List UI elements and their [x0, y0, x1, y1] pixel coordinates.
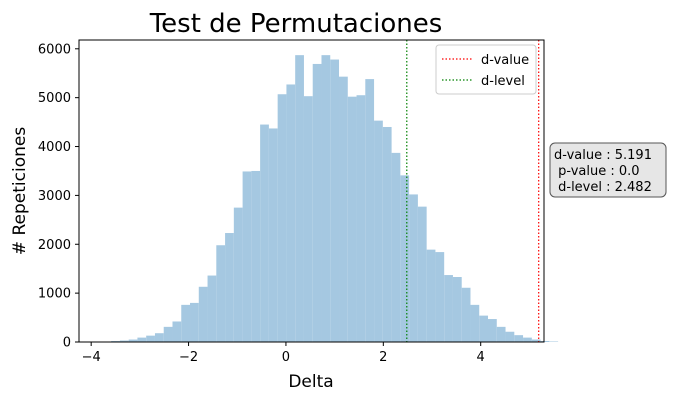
histogram-bar: [128, 339, 138, 342]
histogram-bar: [198, 286, 208, 342]
histogram-bar: [233, 207, 243, 342]
histogram-bar: [523, 337, 532, 342]
histogram-bar: [540, 341, 550, 342]
histogram-bar: [409, 194, 418, 342]
legend: d-value d-level: [435, 44, 537, 95]
y-tick-label: 0: [63, 336, 71, 351]
histogram-bar: [190, 302, 199, 342]
histogram-bar: [312, 63, 322, 343]
histogram-bar: [268, 128, 278, 342]
histogram-bar: [479, 315, 489, 342]
histogram-bars: [102, 55, 559, 343]
reference-lines: [406, 40, 540, 342]
histogram-bar: [242, 171, 252, 342]
annotation-d-value: d-value : 5.191: [554, 148, 652, 163]
histogram-bar: [295, 55, 304, 343]
histogram-bar: [181, 304, 191, 342]
histogram-bar: [531, 339, 541, 342]
histogram-bar: [339, 76, 348, 342]
y-tick-label: 4000: [38, 140, 71, 155]
histogram-bar: [119, 340, 129, 342]
chart-title: Test de Permutaciones: [149, 9, 443, 39]
histogram-bar: [277, 94, 287, 342]
legend-label-d-level: d-level: [481, 74, 525, 89]
histogram-bar: [207, 275, 217, 342]
histogram-bar: [461, 287, 471, 342]
histogram-bar: [444, 275, 453, 342]
annotation-d-level: d-level : 2.482: [554, 180, 652, 195]
histogram-bar: [426, 249, 436, 342]
x-tick-label: 2: [379, 350, 387, 365]
histogram-bar: [356, 95, 366, 342]
histogram-bar: [470, 304, 480, 342]
histogram-bar: [417, 206, 427, 342]
legend-label-d-value: d-value: [481, 53, 529, 68]
y-tick-label: 2000: [38, 238, 71, 253]
y-axis-ticks: 0 1000 2000 3000 4000 5000 6000: [38, 42, 79, 351]
histogram-bar: [435, 252, 445, 342]
histogram-bar: [251, 170, 261, 342]
histogram-bar: [260, 124, 269, 342]
histogram-bar: [321, 55, 331, 343]
histogram-bar: [163, 326, 173, 342]
histogram-bar: [154, 333, 164, 342]
histogram-bar: [347, 96, 357, 342]
x-axis-ticks: −4 −2 0 2 4: [82, 342, 485, 365]
y-tick-label: 3000: [38, 189, 71, 204]
histogram-bar: [391, 152, 401, 342]
histogram-bar: [400, 175, 410, 342]
stats-annotation-box: [549, 142, 667, 198]
histogram-bar: [286, 84, 296, 343]
histogram-bar: [225, 233, 234, 342]
histogram-bar: [452, 277, 462, 342]
histogram-bar: [146, 335, 155, 342]
histogram-bar: [496, 326, 506, 342]
histogram-bar: [382, 126, 392, 342]
y-axis-label: # Repeticiones: [10, 127, 30, 255]
legend-box: [435, 44, 537, 95]
y-tick-label: 1000: [38, 287, 71, 302]
histogram-bar: [374, 120, 383, 342]
histogram-bar: [514, 335, 524, 342]
histogram-bar: [365, 79, 375, 343]
y-tick-label: 6000: [38, 42, 71, 57]
x-tick-label: 0: [282, 350, 290, 365]
histogram-bar: [216, 245, 226, 342]
histogram-bar: [488, 319, 497, 342]
x-tick-label: −4: [82, 350, 101, 365]
annotation-p-value: p-value : 0.0: [554, 164, 640, 179]
histogram-bar: [172, 321, 182, 342]
x-tick-label: −2: [179, 350, 198, 365]
histogram-bar: [330, 59, 340, 342]
x-tick-label: 4: [477, 350, 485, 365]
y-tick-label: 5000: [38, 91, 71, 106]
plot-frame: [78, 39, 545, 343]
histogram-bar: [303, 96, 313, 342]
histogram-bar: [137, 337, 147, 342]
stats-annotation: d-value : 5.191 p-value : 0.0 d-level : …: [549, 142, 667, 198]
histogram-bar: [505, 331, 515, 342]
x-axis-label: Delta: [288, 372, 333, 392]
